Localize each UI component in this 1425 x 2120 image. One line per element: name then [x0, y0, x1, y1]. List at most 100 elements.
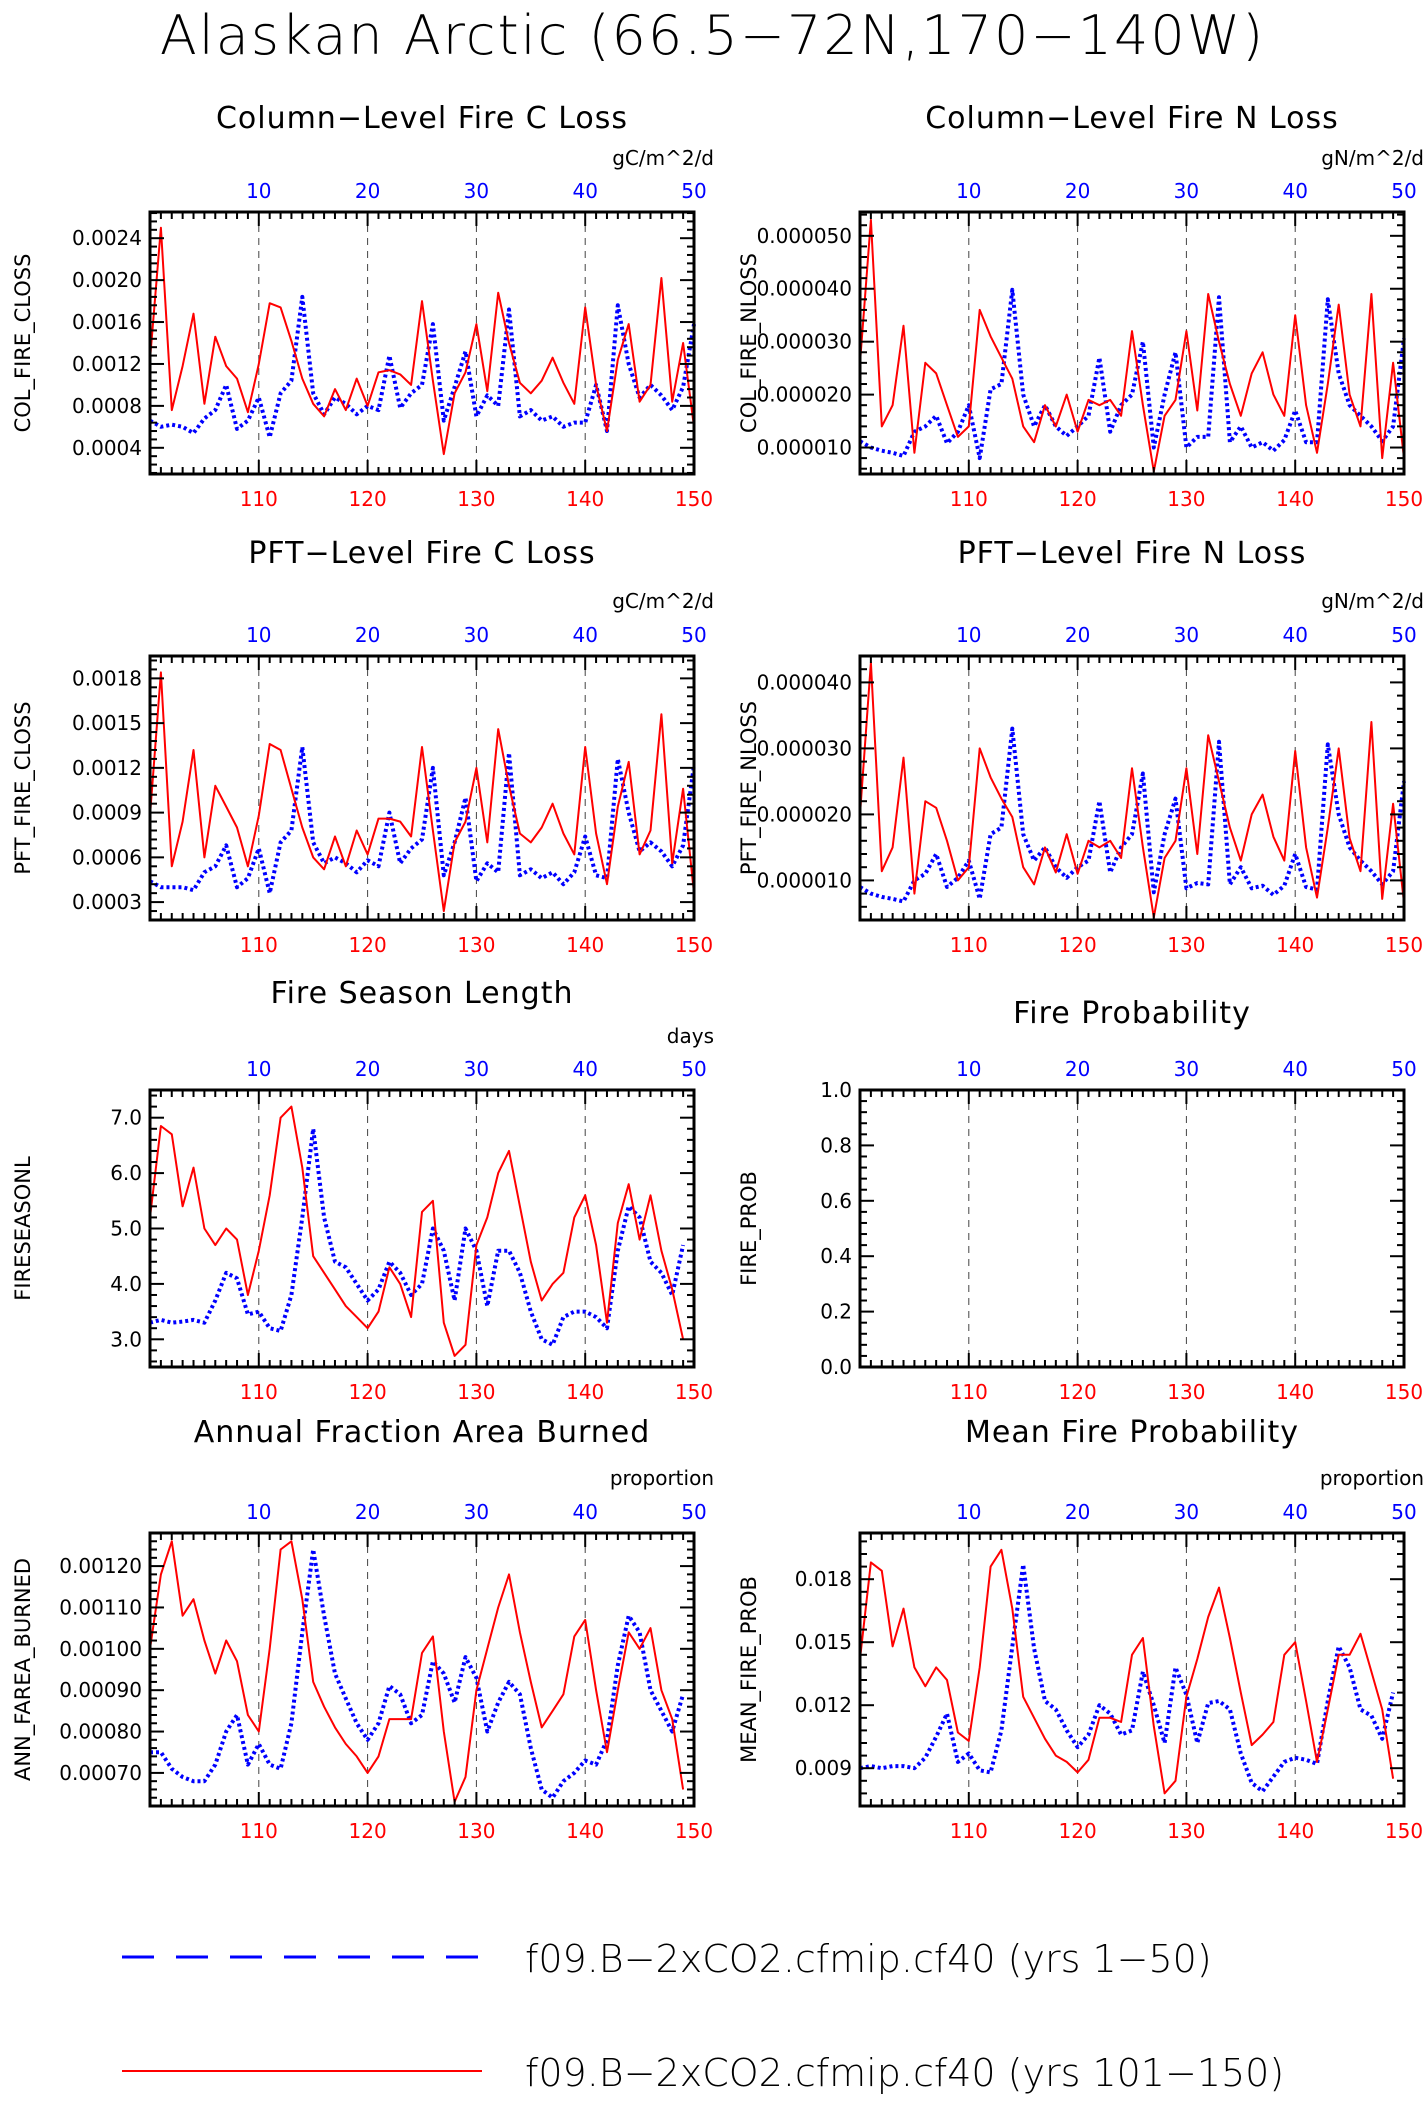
top-tick-label: 40 [572, 1057, 597, 1081]
y-tick-label: 0.0006 [72, 845, 142, 869]
y-tick-label: 0.4 [820, 1244, 852, 1268]
top-tick-label: 50 [681, 1057, 706, 1081]
bottom-tick-label: 110 [950, 1380, 988, 1404]
y-tick-label: 5.0 [110, 1217, 142, 1241]
top-tick-label: 40 [572, 179, 597, 203]
series-line-yrs-101-150 [149, 671, 695, 913]
series-line-yrs-101-150 [149, 1105, 685, 1357]
bottom-tick-label: 140 [1276, 1380, 1314, 1404]
bottom-tick-label: 150 [675, 933, 713, 957]
y-tick-label: 0.000030 [757, 736, 852, 760]
series-line-yrs-1-50 [858, 287, 1406, 461]
bottom-tick-label: 140 [566, 1819, 604, 1843]
bottom-tick-label: 120 [1059, 933, 1097, 957]
top-tick-label: 10 [246, 1500, 271, 1524]
y-tick-label: 0.000010 [757, 436, 852, 460]
plot-frame [858, 1088, 1406, 1369]
top-tick-label: 20 [1065, 1500, 1090, 1524]
top-tick-label: 50 [1391, 179, 1416, 203]
y-tick-label: 7.0 [110, 1106, 142, 1130]
top-tick-label: 30 [1174, 179, 1199, 203]
series-line-yrs-101-150 [149, 226, 695, 456]
panel-title: Fire Probability [1013, 996, 1251, 1031]
y-tick-label: 0.000010 [757, 868, 852, 892]
top-tick-label: 20 [1065, 179, 1090, 203]
plot-frame [148, 1088, 696, 1369]
units-label: proportion [610, 1466, 714, 1490]
plot-frame [858, 654, 1406, 922]
bottom-tick-label: 140 [566, 487, 604, 511]
y-tick-label: 0.00100 [59, 1637, 142, 1661]
panel-title: Annual Fraction Area Burned [194, 1415, 651, 1450]
y-tick-label: 0.0003 [72, 890, 142, 914]
plot-frame [148, 1531, 696, 1808]
series-line-yrs-1-50 [149, 1126, 686, 1347]
plot-frame [858, 1531, 1406, 1808]
y-tick-label: 0.0 [820, 1355, 852, 1379]
y-tick-label: 0.00120 [59, 1554, 142, 1578]
bottom-tick-label: 110 [240, 933, 278, 957]
series-line-yrs-1-50 [149, 745, 696, 896]
top-tick-label: 40 [572, 623, 597, 647]
bottom-tick-label: 150 [1385, 1819, 1423, 1843]
y-axis-label: COL_FIRE_NLOSS [737, 253, 762, 433]
bottom-tick-label: 110 [240, 1819, 278, 1843]
top-tick-label: 10 [956, 1057, 981, 1081]
bottom-tick-label: 110 [950, 1819, 988, 1843]
bottom-tick-label: 150 [1385, 487, 1423, 511]
top-tick-label: 50 [1391, 1500, 1416, 1524]
y-tick-label: 0.015 [795, 1630, 852, 1654]
legend: f09.B−2xCO2.cfmip.cf40 (yrs 1−50) f09.B−2… [122, 1937, 1284, 2095]
bottom-tick-label: 140 [566, 1380, 604, 1404]
y-tick-label: 0.0018 [72, 666, 142, 690]
y-axis-label: FIRESEASONL [11, 1156, 35, 1301]
bottom-tick-label: 120 [1059, 487, 1097, 511]
top-tick-label: 10 [246, 179, 271, 203]
chart-panel-1: Column−Level Fire C Loss gC/m^2/d 10 20 30 40… [11, 101, 714, 511]
series-line-yrs-101-150 [859, 218, 1405, 473]
y-tick-label: 0.000050 [757, 224, 852, 248]
plot-frame [148, 654, 696, 922]
y-tick-label: 0.018 [795, 1567, 852, 1591]
bottom-tick-label: 130 [457, 1380, 495, 1404]
top-tick-label: 40 [1282, 179, 1307, 203]
units-label: days [667, 1024, 714, 1048]
bottom-tick-label: 120 [349, 1380, 387, 1404]
y-axis-label: PFT_FIRE_NLOSS [737, 701, 762, 875]
bottom-tick-label: 140 [1276, 487, 1314, 511]
units-label: gN/m^2/d [1321, 589, 1424, 613]
y-tick-label: 0.0020 [72, 268, 142, 292]
legend-label: f09.B−2xCO2.cfmip.cf40 (yrs 101−150) [525, 2051, 1284, 2095]
top-tick-label: 20 [1065, 623, 1090, 647]
chart-panel-6: Fire Probability 10 20 30 40 50 110 120 130 140 15… [737, 996, 1423, 1404]
y-tick-label: 1.0 [820, 1078, 852, 1102]
top-tick-label: 30 [1174, 623, 1199, 647]
y-tick-label: 0.00080 [59, 1720, 142, 1744]
y-tick-label: 0.000020 [757, 802, 852, 826]
y-tick-label: 0.000040 [757, 670, 852, 694]
top-tick-label: 50 [681, 623, 706, 647]
units-label: gC/m^2/d [612, 589, 714, 613]
series-line-yrs-1-50 [859, 1562, 1396, 1794]
bottom-tick-label: 110 [950, 487, 988, 511]
top-tick-label: 10 [246, 1057, 271, 1081]
y-tick-label: 0.000040 [757, 277, 852, 301]
top-tick-label: 30 [464, 623, 489, 647]
bottom-tick-label: 120 [349, 1819, 387, 1843]
bottom-tick-label: 150 [675, 487, 713, 511]
plot-frame [148, 210, 696, 476]
y-tick-label: 4.0 [110, 1272, 142, 1296]
bottom-tick-label: 150 [675, 1380, 713, 1404]
top-tick-label: 30 [464, 1500, 489, 1524]
bottom-tick-label: 140 [1276, 1819, 1314, 1843]
units-label: proportion [1320, 1466, 1424, 1490]
chart-panel-5: Fire Season Length days 10 20 30 40 50 110 120 13… [11, 976, 714, 1404]
y-axis-label: ANN_FAREA_BURNED [11, 1558, 36, 1781]
bottom-tick-label: 110 [240, 487, 278, 511]
top-tick-label: 30 [464, 179, 489, 203]
bottom-tick-label: 130 [457, 487, 495, 511]
bottom-tick-label: 130 [1167, 1380, 1205, 1404]
top-tick-label: 20 [355, 623, 380, 647]
page-title: Alaskan Arctic (66.5−72N,170−140W) [159, 4, 1266, 67]
y-tick-label: 0.0009 [72, 801, 142, 825]
